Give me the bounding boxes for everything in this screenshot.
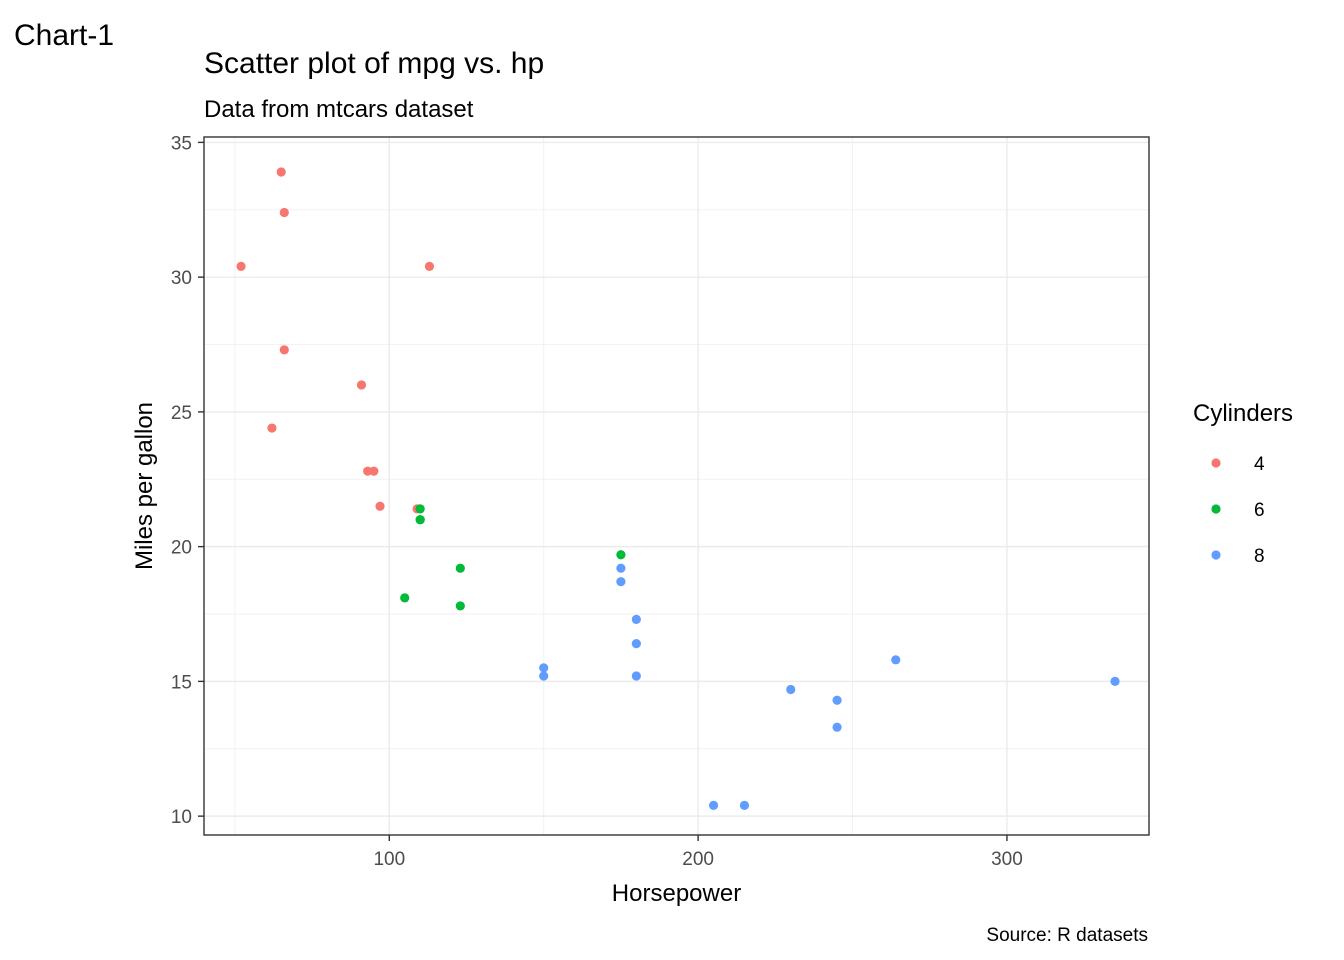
data-point-cyl-4 [276,167,286,177]
data-point-cyl-8 [539,671,549,681]
y-tick-label: 25 [171,403,192,424]
data-point-cyl-6 [415,504,425,514]
chart-subtitle: Data from mtcars dataset [204,96,474,123]
data-point-cyl-8 [616,563,626,573]
data-point-cyl-4 [356,380,367,390]
plot-background [204,137,1149,835]
data-point-cyl-8 [1110,676,1120,686]
data-point-cyl-6 [455,563,465,573]
data-point-cyl-8 [631,614,641,625]
data-point-cyl-8 [631,671,641,681]
legend-items: 4 6 8 [1211,454,1265,567]
data-point-cyl-4 [267,423,277,433]
data-point-cyl-6 [616,550,626,560]
data-point-cyl-4 [369,466,379,476]
data-point-cyl-8 [616,577,626,587]
y-tick-label: 10 [171,807,192,828]
data-point-cyl-4 [279,207,289,218]
legend-label-8: 8 [1254,546,1265,567]
legend-key-4 [1211,458,1221,468]
data-point-cyl-4 [236,261,246,271]
y-axis: 10 15 20 25 30 35 [171,133,204,828]
legend-key-8 [1211,550,1221,560]
data-point-cyl-4 [279,345,289,355]
data-point-cyl-4 [375,501,385,511]
x-axis: 100 200 300 [373,835,1023,870]
minor-gridlines [204,137,1149,835]
data-point-cyl-8 [832,695,842,705]
data-point-cyl-6 [415,515,425,525]
y-tick-label: 30 [171,268,192,289]
data-point-cyl-8 [891,655,901,665]
x-axis-title: Horsepower [612,880,741,907]
data-point-cyl-8 [786,684,796,695]
plot-border [203,136,1150,836]
data-point-cyl-6 [455,601,465,611]
legend: Cylinders 4 6 8 [1193,400,1293,567]
legend-key-6 [1211,504,1221,514]
data-point-cyl-8 [739,800,750,810]
legend-label-6: 6 [1254,500,1265,521]
data-points [236,167,1120,810]
plot-panel [203,136,1150,836]
chart-title: Scatter plot of mpg vs. hp [204,47,544,80]
data-point-cyl-8 [539,663,549,673]
y-axis-title: Miles per gallon [131,402,158,570]
legend-label-4: 4 [1254,454,1265,475]
x-tick-label: 200 [682,849,714,870]
data-point-cyl-6 [400,593,410,603]
y-tick-label: 15 [171,672,192,693]
chart-tag: Chart-1 [14,19,114,52]
data-point-cyl-8 [631,639,641,649]
chart-caption: Source: R datasets [986,925,1148,946]
data-point-cyl-4 [424,261,435,271]
legend-title: Cylinders [1193,400,1293,427]
major-gridlines [204,137,1149,835]
y-tick-label: 35 [171,133,192,154]
x-tick-label: 300 [991,849,1023,870]
data-point-cyl-8 [832,722,842,732]
y-tick-label: 20 [171,538,192,559]
data-point-cyl-8 [708,800,719,810]
x-tick-label: 100 [373,849,405,870]
